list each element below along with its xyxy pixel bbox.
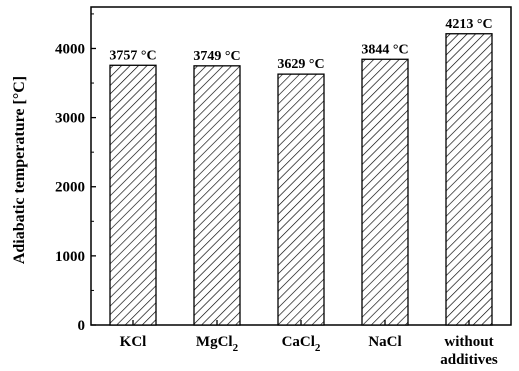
y-tick-label: 2000 <box>55 180 85 196</box>
bar <box>445 33 493 326</box>
y-tick-label: 4000 <box>55 41 85 57</box>
y-tick-label: 3000 <box>55 111 85 127</box>
x-tick-label: CaCl2 <box>282 334 321 354</box>
x-tick-label: KCl <box>120 334 147 350</box>
bar <box>193 65 241 326</box>
data-labels: 3757 °C 3749 °C 3629 °C 3844 °C 4213 °C <box>109 17 492 72</box>
bars <box>109 33 493 326</box>
bar-value-label: 3629 °C <box>277 57 324 72</box>
bar <box>361 58 409 326</box>
y-tick-label: 1000 <box>55 249 85 265</box>
x-axis-ticks: KCl MgCl2 CaCl2 NaCl without additives <box>120 320 498 368</box>
bar-value-label: 4213 °C <box>445 17 492 32</box>
y-axis-ticks: 0 1000 2000 3000 4000 <box>55 13 96 334</box>
bar-value-label: 3749 °C <box>193 49 240 64</box>
x-tick-label: MgCl2 <box>196 334 239 354</box>
y-axis-title: Adiabatic temperature [°C] <box>11 76 28 264</box>
x-tick-label: without additives <box>440 334 498 368</box>
bar <box>109 64 157 326</box>
bar <box>277 73 325 326</box>
y-tick-label: 0 <box>78 318 86 334</box>
x-tick-label: NaCl <box>368 334 401 350</box>
bar-value-label: 3844 °C <box>361 42 408 57</box>
bar-value-label: 3757 °C <box>109 48 156 63</box>
